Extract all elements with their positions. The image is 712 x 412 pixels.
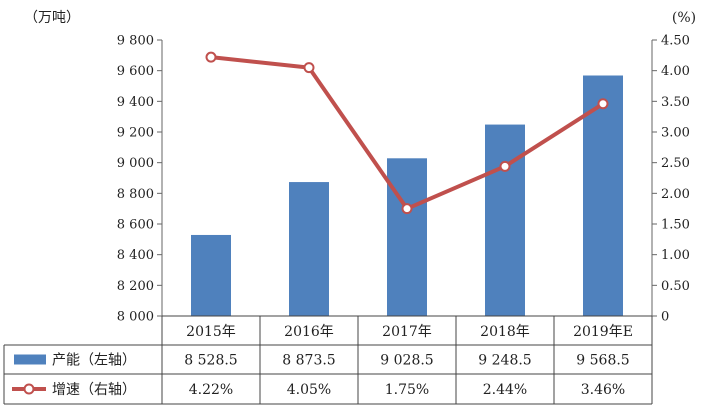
- left-tick-label: 9 800: [117, 34, 154, 49]
- bars: [191, 75, 623, 317]
- growth-point: [303, 62, 315, 74]
- data-table: 2015年 2016年 2017年 2018年 2019年E 产能（左轴） 增速（右轴） 8 …: [3, 315, 653, 405]
- bar: [289, 182, 329, 316]
- right-tick-label: 3.50: [661, 95, 690, 110]
- growth-value: 2.44%: [483, 382, 527, 398]
- right-tick-label: 0: [661, 310, 669, 325]
- left-tick-label: 9 600: [117, 64, 154, 79]
- left-tick-label: 8 600: [117, 218, 154, 233]
- capacity-value: 8 873.5: [282, 353, 335, 369]
- growth-point: [401, 203, 413, 215]
- left-tick-label: 8 200: [117, 279, 154, 294]
- bar: [583, 75, 623, 316]
- capacity-value: 9 028.5: [380, 353, 433, 369]
- capacity-value: 9 568.5: [576, 353, 629, 369]
- right-tick-label: 2.00: [661, 187, 690, 202]
- right-tick-label: 4.00: [661, 64, 690, 79]
- growth-value: 4.05%: [287, 382, 331, 398]
- right-tick-label: 1.00: [661, 248, 690, 263]
- growth-point: [597, 98, 609, 110]
- legend-bar-swatch: [14, 354, 46, 365]
- capacity-value: 9 248.5: [478, 353, 531, 369]
- category-label: 2019年E: [573, 324, 633, 340]
- axes: 8 000 8 200 8 400 8 600 8 800 9 000 9 200 9 400…: [117, 34, 690, 325]
- category-label: 2016年: [284, 324, 334, 340]
- legend-bar-label: 产能（左轴）: [52, 353, 136, 369]
- category-label: 2015年: [186, 324, 236, 340]
- left-tick-label: 9 200: [117, 126, 154, 141]
- growth-point: [499, 160, 511, 172]
- category-label: 2017年: [382, 324, 432, 340]
- right-axis-unit: (%): [672, 10, 696, 26]
- right-tick-label: 0.50: [661, 279, 690, 294]
- bar: [387, 158, 427, 316]
- bar: [485, 124, 525, 317]
- capacity-value: 8 528.5: [184, 353, 237, 369]
- left-tick-label: 9 000: [117, 156, 154, 171]
- right-tick-label: 2.50: [661, 156, 690, 171]
- growth-value: 3.46%: [581, 382, 625, 398]
- growth-value: 4.22%: [189, 382, 233, 398]
- growth-point: [205, 51, 217, 63]
- left-tick-label: 9 400: [117, 95, 154, 110]
- left-axis-unit: （万吨）: [24, 10, 80, 26]
- right-tick-label: 4.50: [661, 34, 690, 49]
- left-tick-label: 8 400: [117, 248, 154, 263]
- bar: [191, 234, 231, 316]
- legend-line-marker: [23, 383, 35, 395]
- growth-value: 1.75%: [385, 382, 429, 398]
- category-label: 2018年: [480, 324, 530, 340]
- legend-line-label: 增速（右轴）: [52, 382, 136, 398]
- left-tick-label: 8 000: [117, 310, 154, 325]
- growth-line: [205, 51, 609, 215]
- right-tick-label: 3.00: [661, 126, 690, 141]
- right-tick-label: 1.50: [661, 218, 690, 233]
- left-tick-label: 8 800: [117, 187, 154, 202]
